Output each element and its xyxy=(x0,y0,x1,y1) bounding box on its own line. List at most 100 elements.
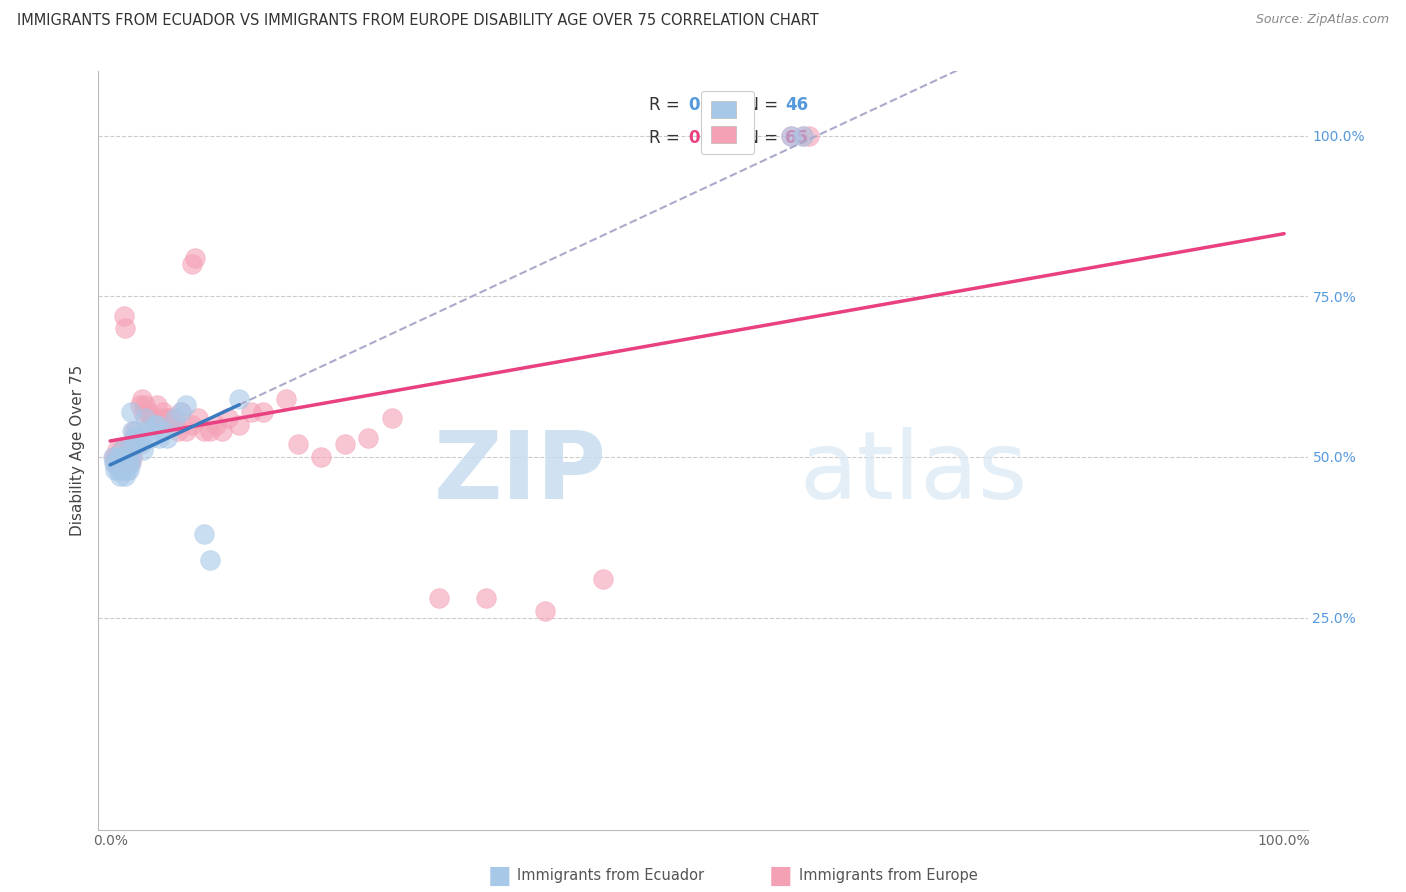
Point xyxy=(105,450,128,464)
Point xyxy=(141,411,163,425)
Point xyxy=(105,456,128,470)
Point xyxy=(148,411,170,425)
Text: ZIP: ZIP xyxy=(433,427,606,519)
Point xyxy=(143,417,166,432)
Text: Immigrants from Ecuador: Immigrants from Ecuador xyxy=(517,869,704,883)
Point xyxy=(167,424,190,438)
Point xyxy=(146,399,169,413)
Point xyxy=(118,463,141,477)
Point xyxy=(107,463,129,477)
Point xyxy=(128,431,150,445)
Point xyxy=(792,128,814,143)
Point xyxy=(115,463,138,477)
Text: 46: 46 xyxy=(785,96,808,114)
Point xyxy=(112,309,135,323)
Point xyxy=(120,443,142,458)
Point xyxy=(128,399,150,413)
Point xyxy=(107,456,129,470)
Point xyxy=(276,392,298,406)
Point xyxy=(357,431,380,445)
Point xyxy=(797,128,820,143)
Point xyxy=(117,443,139,458)
Point xyxy=(311,450,333,464)
Point xyxy=(169,405,191,419)
Point xyxy=(110,443,132,458)
Point xyxy=(193,424,215,438)
Point xyxy=(792,128,814,143)
Point xyxy=(187,411,209,425)
Point xyxy=(121,424,143,438)
Point xyxy=(124,431,146,445)
Point xyxy=(169,405,191,419)
Point xyxy=(211,424,233,438)
Point xyxy=(155,411,177,425)
Point xyxy=(127,437,149,451)
Text: 0.683: 0.683 xyxy=(689,129,741,147)
Text: ■: ■ xyxy=(769,864,792,888)
Point xyxy=(125,424,148,438)
Point xyxy=(114,469,136,483)
Point xyxy=(132,405,155,419)
Point xyxy=(181,257,204,271)
Point xyxy=(110,463,132,477)
Point xyxy=(163,411,186,425)
Point xyxy=(104,463,127,477)
Point xyxy=(141,431,163,445)
Point xyxy=(112,463,135,477)
Point xyxy=(333,437,356,451)
Text: Source: ZipAtlas.com: Source: ZipAtlas.com xyxy=(1256,13,1389,27)
Text: R =: R = xyxy=(648,96,685,114)
Point xyxy=(103,450,125,464)
Point xyxy=(132,443,155,458)
Point xyxy=(105,443,128,458)
Point xyxy=(124,437,146,451)
Point xyxy=(780,128,803,143)
Point xyxy=(143,417,166,432)
Point xyxy=(105,450,128,464)
Point xyxy=(122,424,145,438)
Point xyxy=(475,591,498,606)
Point xyxy=(141,411,163,425)
Point xyxy=(125,431,148,445)
Point xyxy=(117,456,139,470)
Point xyxy=(134,399,156,413)
Point xyxy=(252,405,274,419)
Point xyxy=(533,604,555,618)
Point xyxy=(146,417,169,432)
Point xyxy=(120,456,142,470)
Point xyxy=(136,424,159,438)
Point xyxy=(117,443,139,458)
Text: N =: N = xyxy=(735,96,783,114)
Point xyxy=(112,450,135,464)
Point xyxy=(120,450,142,464)
Point xyxy=(780,128,803,143)
Point xyxy=(240,405,263,419)
Point xyxy=(115,450,138,464)
Point xyxy=(204,417,226,432)
Point xyxy=(136,405,159,419)
Point xyxy=(120,456,142,470)
Point xyxy=(198,552,221,566)
Point xyxy=(183,251,205,265)
Point xyxy=(121,450,143,464)
Point xyxy=(287,437,309,451)
Point xyxy=(228,392,250,406)
Point xyxy=(155,431,177,445)
Point xyxy=(198,424,221,438)
Legend: , : , xyxy=(700,91,754,154)
Point xyxy=(120,405,142,419)
Point xyxy=(111,450,134,464)
Point xyxy=(112,456,135,470)
Point xyxy=(163,411,186,425)
Text: 65: 65 xyxy=(785,129,808,147)
Point xyxy=(152,424,174,438)
Point xyxy=(108,469,131,483)
Point xyxy=(111,450,134,464)
Point xyxy=(427,591,450,606)
Point xyxy=(134,411,156,425)
Point xyxy=(157,411,180,425)
Text: 0.554: 0.554 xyxy=(689,96,741,114)
Point xyxy=(381,411,404,425)
Text: ■: ■ xyxy=(488,864,510,888)
Point xyxy=(108,450,131,464)
